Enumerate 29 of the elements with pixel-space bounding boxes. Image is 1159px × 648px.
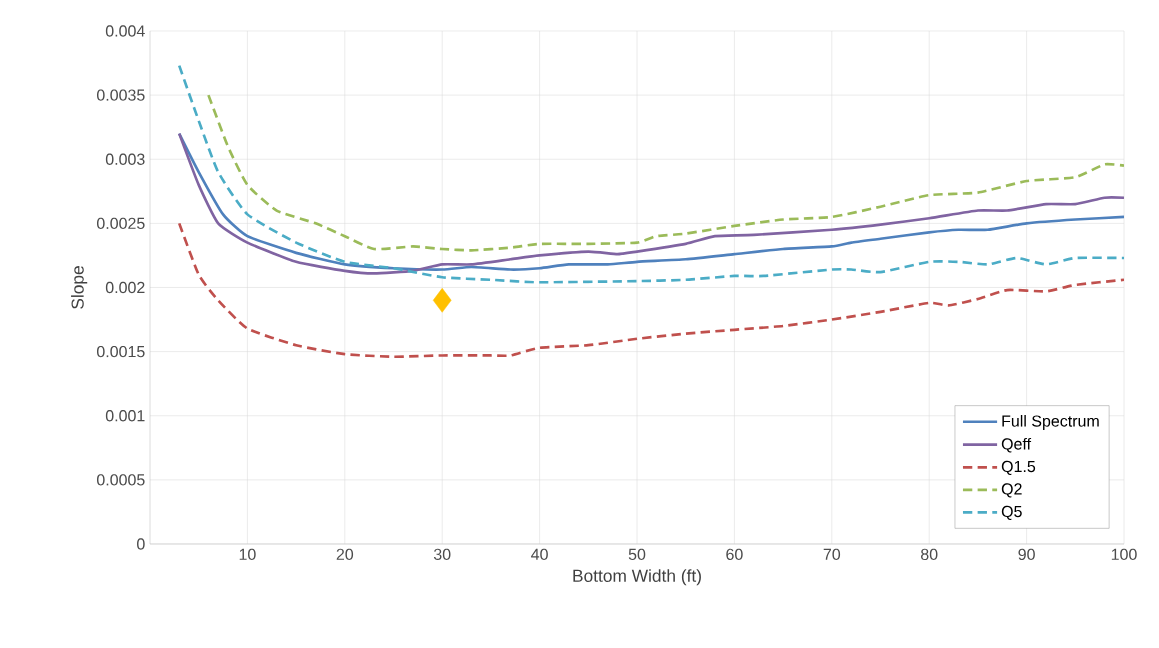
y-tick-label: 0.0035 [96, 89, 145, 101]
x-tick-label: 10 [239, 548, 256, 561]
y-axis-title: Slope [71, 266, 88, 309]
x-tick-label: 40 [531, 548, 548, 561]
y-tick-label: 0.002 [105, 281, 145, 294]
line-series [177, 64, 1125, 284]
x-tick-label: 50 [628, 548, 646, 561]
legend-label: Qeff [1001, 437, 1032, 453]
y-tick-label: 0.0025 [96, 217, 145, 230]
x-tick-label: 30 [433, 548, 451, 561]
y-tick-label: 0.003 [105, 153, 145, 165]
y-tick-label: 0 [137, 538, 145, 550]
legend-label: Full Spectrum [1002, 414, 1099, 430]
y-tick-label: 0.001 [105, 410, 145, 422]
y-tick-label: 0.0015 [96, 345, 145, 358]
legend-label: Q1.5 [1001, 460, 1036, 476]
x-axis-title: Bottom Width (ft) [573, 569, 701, 586]
x-tick-label: 70 [823, 548, 841, 561]
x-tick-label: 60 [726, 548, 743, 561]
x-tick-label: 80 [921, 548, 938, 561]
y-tick-label: 0.0005 [96, 474, 145, 486]
x-tick-label: 20 [336, 548, 354, 561]
x-tick-label: 100 [1111, 548, 1137, 561]
legend-label: Q5 [1001, 505, 1022, 521]
x-tick-label: 90 [1018, 548, 1035, 561]
y-tick-label: 0.004 [105, 25, 145, 37]
line-series [207, 93, 1125, 252]
legend-label: Q2 [1001, 483, 1022, 498]
line-series [177, 222, 1125, 359]
